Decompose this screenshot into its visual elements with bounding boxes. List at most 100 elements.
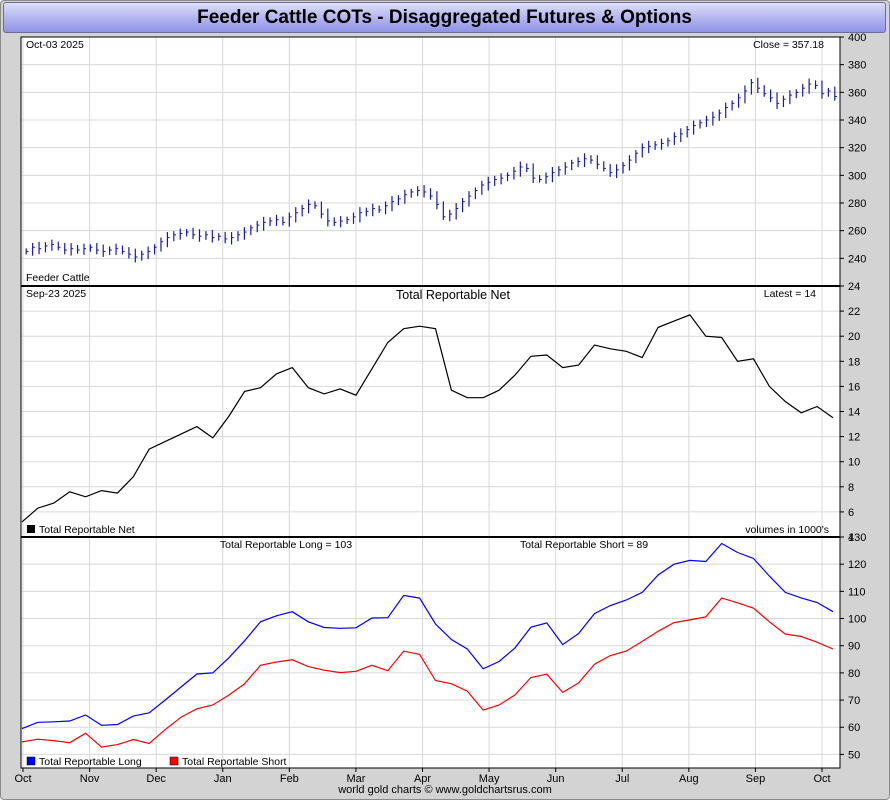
price-bar xyxy=(564,162,568,175)
price-bar xyxy=(372,203,375,217)
y-tick-label: 70 xyxy=(848,695,860,707)
price-bar xyxy=(571,159,574,171)
y-tick-label: 80 xyxy=(848,668,860,680)
price-bar xyxy=(391,196,395,212)
price-bar xyxy=(224,231,228,244)
price-bar xyxy=(628,155,632,171)
price-bar xyxy=(340,216,343,228)
y-tick-label: 300 xyxy=(848,170,866,182)
price-bar xyxy=(288,212,292,227)
x-tick-label: Apr xyxy=(414,773,431,785)
price-bar xyxy=(577,157,581,168)
y-tick-label: 360 xyxy=(848,87,866,99)
price-bar xyxy=(70,243,74,256)
price-bar xyxy=(596,155,600,170)
price-bar xyxy=(545,172,549,184)
price-bar xyxy=(186,229,189,237)
short-readout: Total Reportable Short = 89 xyxy=(520,539,648,551)
x-tick-label: Oct xyxy=(813,773,830,785)
price-bar xyxy=(25,248,29,255)
price-bar xyxy=(282,216,286,226)
y-tick-label: 120 xyxy=(848,559,866,571)
price-bar xyxy=(359,207,363,223)
price-bar xyxy=(384,201,388,215)
price-bar xyxy=(121,245,125,255)
price-bar xyxy=(269,217,273,227)
price-bar xyxy=(519,161,523,177)
y-tick-label: 20 xyxy=(848,331,860,343)
price-bar xyxy=(429,188,433,200)
y-tick-label: 340 xyxy=(848,115,866,127)
price-bar xyxy=(814,80,818,90)
x-tick-label: Jun xyxy=(547,773,565,785)
price-bar xyxy=(526,163,529,173)
price-bar xyxy=(83,243,87,255)
price-bar xyxy=(211,229,215,243)
price-bar xyxy=(160,237,164,252)
y-tick-label: 400 xyxy=(848,32,866,44)
price-bar xyxy=(179,228,183,240)
price-bar xyxy=(660,138,664,150)
price-bar xyxy=(551,167,555,183)
price-bar xyxy=(654,141,658,150)
price-bar xyxy=(455,203,459,220)
price-bar xyxy=(109,246,112,256)
price-bar xyxy=(500,173,504,185)
price-bar xyxy=(417,186,420,197)
price-bar xyxy=(404,189,408,204)
price-bar xyxy=(603,161,606,172)
price-bar xyxy=(744,85,748,104)
price-bar xyxy=(134,248,138,263)
price-bar xyxy=(327,208,331,227)
price-bar xyxy=(32,242,35,256)
price-bar xyxy=(461,197,465,213)
price-bar xyxy=(686,126,690,138)
price-bar xyxy=(256,220,260,233)
panel-3-plot-area xyxy=(21,537,840,768)
price-bar xyxy=(38,241,42,255)
y-tick-label: 100 xyxy=(848,614,866,626)
price-bar xyxy=(705,115,709,128)
x-tick-label: Feb xyxy=(280,773,299,785)
net-legend-label: Total Reportable Net xyxy=(39,524,135,536)
price-bar xyxy=(795,89,799,99)
price-bar xyxy=(641,143,645,158)
y-tick-label: 18 xyxy=(848,356,860,368)
price-bar xyxy=(616,164,619,179)
price-bar xyxy=(320,201,324,219)
y-tick-label: 8 xyxy=(848,482,854,494)
price-bar xyxy=(622,161,626,174)
price-bar xyxy=(468,191,472,207)
volume-note: volumes in 1000's xyxy=(745,524,829,536)
price-bar xyxy=(673,132,677,146)
price-bar xyxy=(76,244,80,254)
y-tick-label: 60 xyxy=(848,722,860,734)
y-tick-label: 260 xyxy=(848,226,866,238)
price-bar xyxy=(827,87,831,97)
y-tick-label: 10 xyxy=(848,457,860,469)
short-legend-label: Total Reportable Short xyxy=(182,756,287,768)
price-bar xyxy=(57,241,61,251)
price-bar xyxy=(89,244,93,252)
x-tick-label: Dec xyxy=(146,773,166,785)
price-bar xyxy=(333,217,337,227)
price-bar xyxy=(737,93,741,108)
price-bar xyxy=(789,90,793,105)
price-bar xyxy=(263,216,266,231)
price-bar xyxy=(166,232,170,248)
net-latest-readout: Latest = 14 xyxy=(764,288,816,300)
x-tick-label: May xyxy=(479,773,500,785)
price-bar xyxy=(770,89,773,103)
y-tick-label: 110 xyxy=(848,586,866,598)
price-bar xyxy=(115,243,119,255)
price-bar xyxy=(449,209,452,222)
x-tick-label: Nov xyxy=(80,773,100,785)
price-bar xyxy=(802,83,805,97)
price-close-readout: Close = 357.18 xyxy=(753,39,824,51)
x-tick-label: Jul xyxy=(615,773,629,785)
price-bar xyxy=(494,175,497,186)
price-date-label: Oct-03 2025 xyxy=(26,39,84,51)
price-bar xyxy=(667,137,671,147)
long-series-line xyxy=(21,542,834,730)
